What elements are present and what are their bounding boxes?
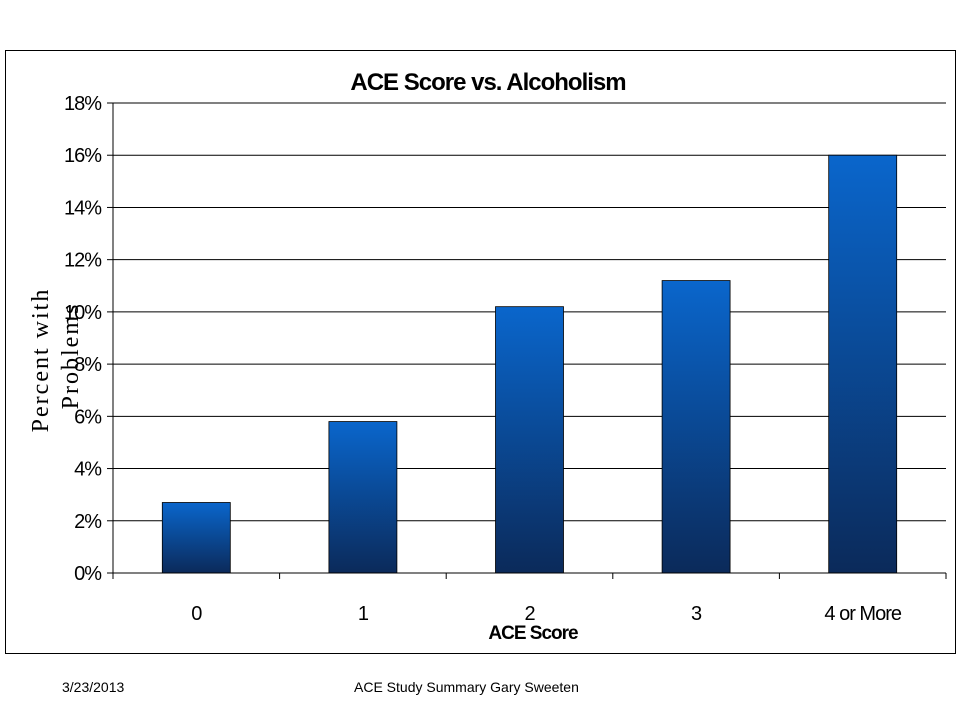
x-tick-label: 4 or More <box>824 603 901 625</box>
y-tick-label: 8% <box>74 354 102 376</box>
tick-labels: 0% 2% 4% 6% 8% 10% 12% 14% 16% 18% 0 1 2 3 4 or More <box>64 93 903 625</box>
y-tick-label: 2% <box>74 511 102 533</box>
bar <box>828 154 898 574</box>
y-tick-label: 10% <box>64 302 102 324</box>
bars <box>161 154 898 574</box>
bar <box>161 502 231 574</box>
y-tick-label: 0% <box>74 563 102 585</box>
footer-title: ACE Study Summary Gary Sweeten <box>354 679 579 695</box>
x-tick-label: 3 <box>691 603 702 625</box>
y-tick-label: 18% <box>64 93 102 115</box>
axes <box>107 102 947 579</box>
bar <box>328 421 398 574</box>
y-tick-label: 6% <box>74 406 102 428</box>
bar <box>495 306 564 574</box>
x-tick-label: 2 <box>524 603 535 625</box>
gridlines <box>113 102 946 522</box>
chart-frame <box>5 50 956 654</box>
x-tick-label: 0 <box>191 603 202 625</box>
chart-title: ACE Score vs. Alcoholism <box>350 69 625 96</box>
bar <box>661 280 731 574</box>
x-axis-title: ACE Score <box>488 623 578 644</box>
footer-date: 3/23/2013 <box>62 679 125 695</box>
y-tick-label: 4% <box>74 459 102 481</box>
y-axis-title: Percent with Problems <box>28 280 84 433</box>
y-tick-label: 16% <box>64 145 102 167</box>
y-axis-title-line-2: Problems <box>58 303 84 410</box>
x-tick-label: 1 <box>358 603 369 625</box>
y-tick-label: 12% <box>64 250 102 272</box>
y-tick-label: 14% <box>64 197 102 219</box>
y-axis-title-line-1: Percent with <box>28 288 54 433</box>
